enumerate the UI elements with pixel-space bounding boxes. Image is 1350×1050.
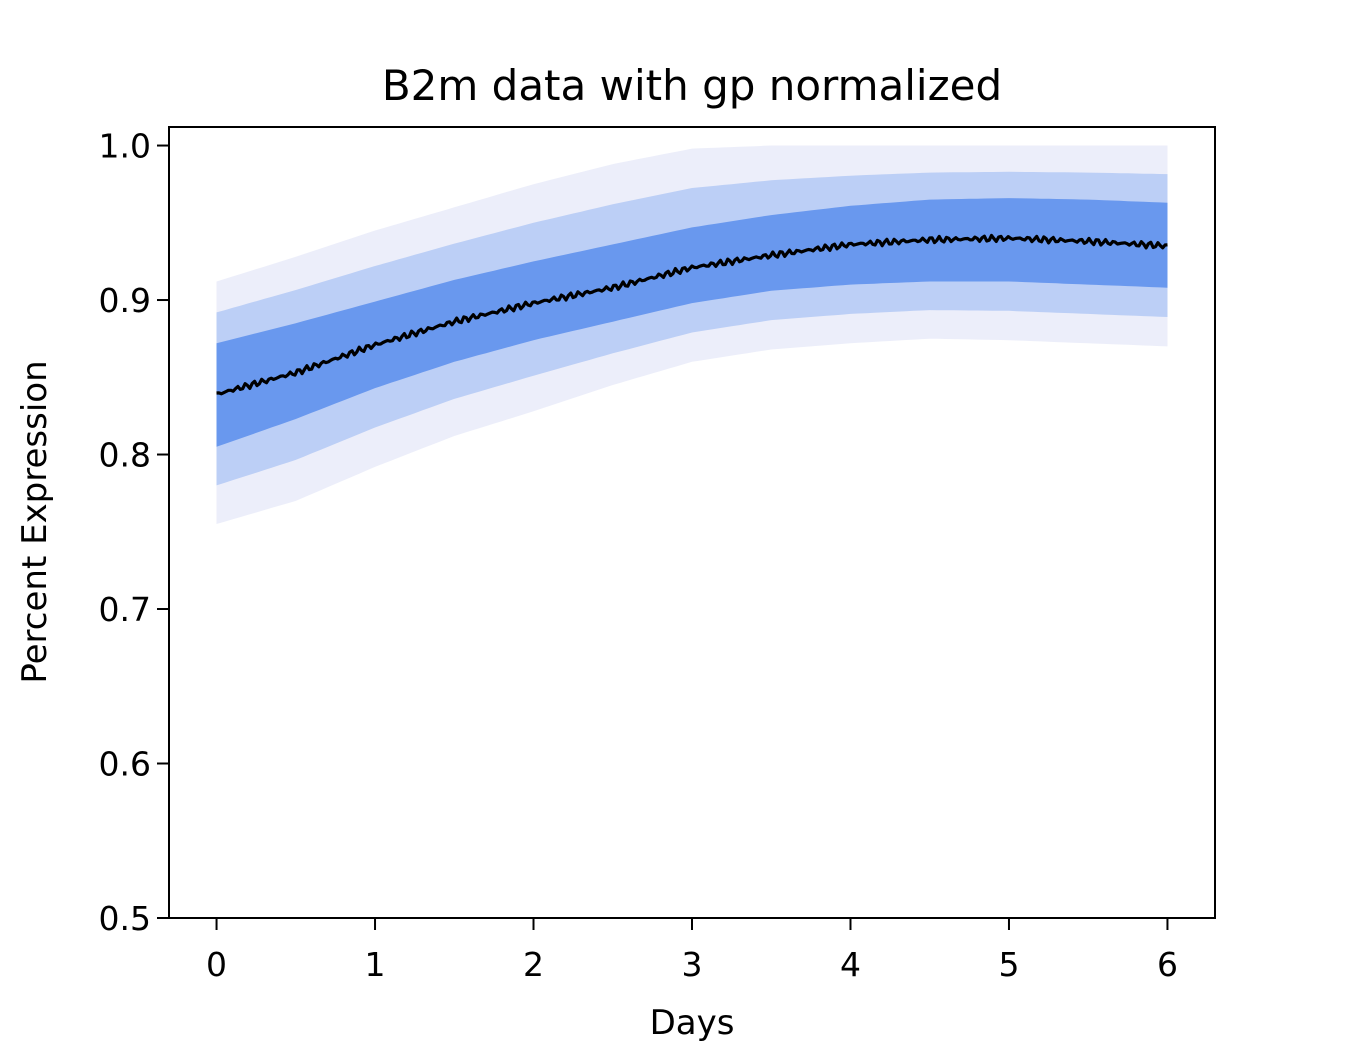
y-axis: 0.5 0.6 0.7 0.8 0.9 1.0 — [99, 127, 169, 938]
y-tick-label: 0.7 — [99, 590, 151, 629]
x-tick-label: 2 — [523, 945, 544, 984]
plot-area — [216, 145, 1168, 524]
y-tick-label: 0.6 — [99, 745, 151, 784]
y-tick-label: 0.9 — [99, 281, 151, 320]
x-axis-label: Days — [650, 1003, 735, 1043]
inner-band — [216, 198, 1168, 447]
y-tick-label: 1.0 — [99, 127, 151, 166]
x-tick-label: 3 — [682, 945, 703, 984]
y-tick-label: 0.8 — [99, 436, 151, 475]
x-tick-label: 6 — [1157, 945, 1178, 984]
x-tick-label: 4 — [840, 945, 861, 984]
x-tick-label: 0 — [206, 945, 227, 984]
plot-frame — [168, 126, 1216, 919]
mean-line — [216, 233, 1168, 396]
y-axis-label: Percent Expression — [15, 360, 55, 683]
x-tick-label: 5 — [998, 945, 1019, 984]
x-axis: 0 1 2 3 4 5 6 — [206, 918, 1178, 984]
x-tick-label: 1 — [365, 945, 386, 984]
chart-title: B2m data with gp normalized — [382, 61, 1002, 110]
y-tick-label: 0.5 — [99, 899, 151, 938]
